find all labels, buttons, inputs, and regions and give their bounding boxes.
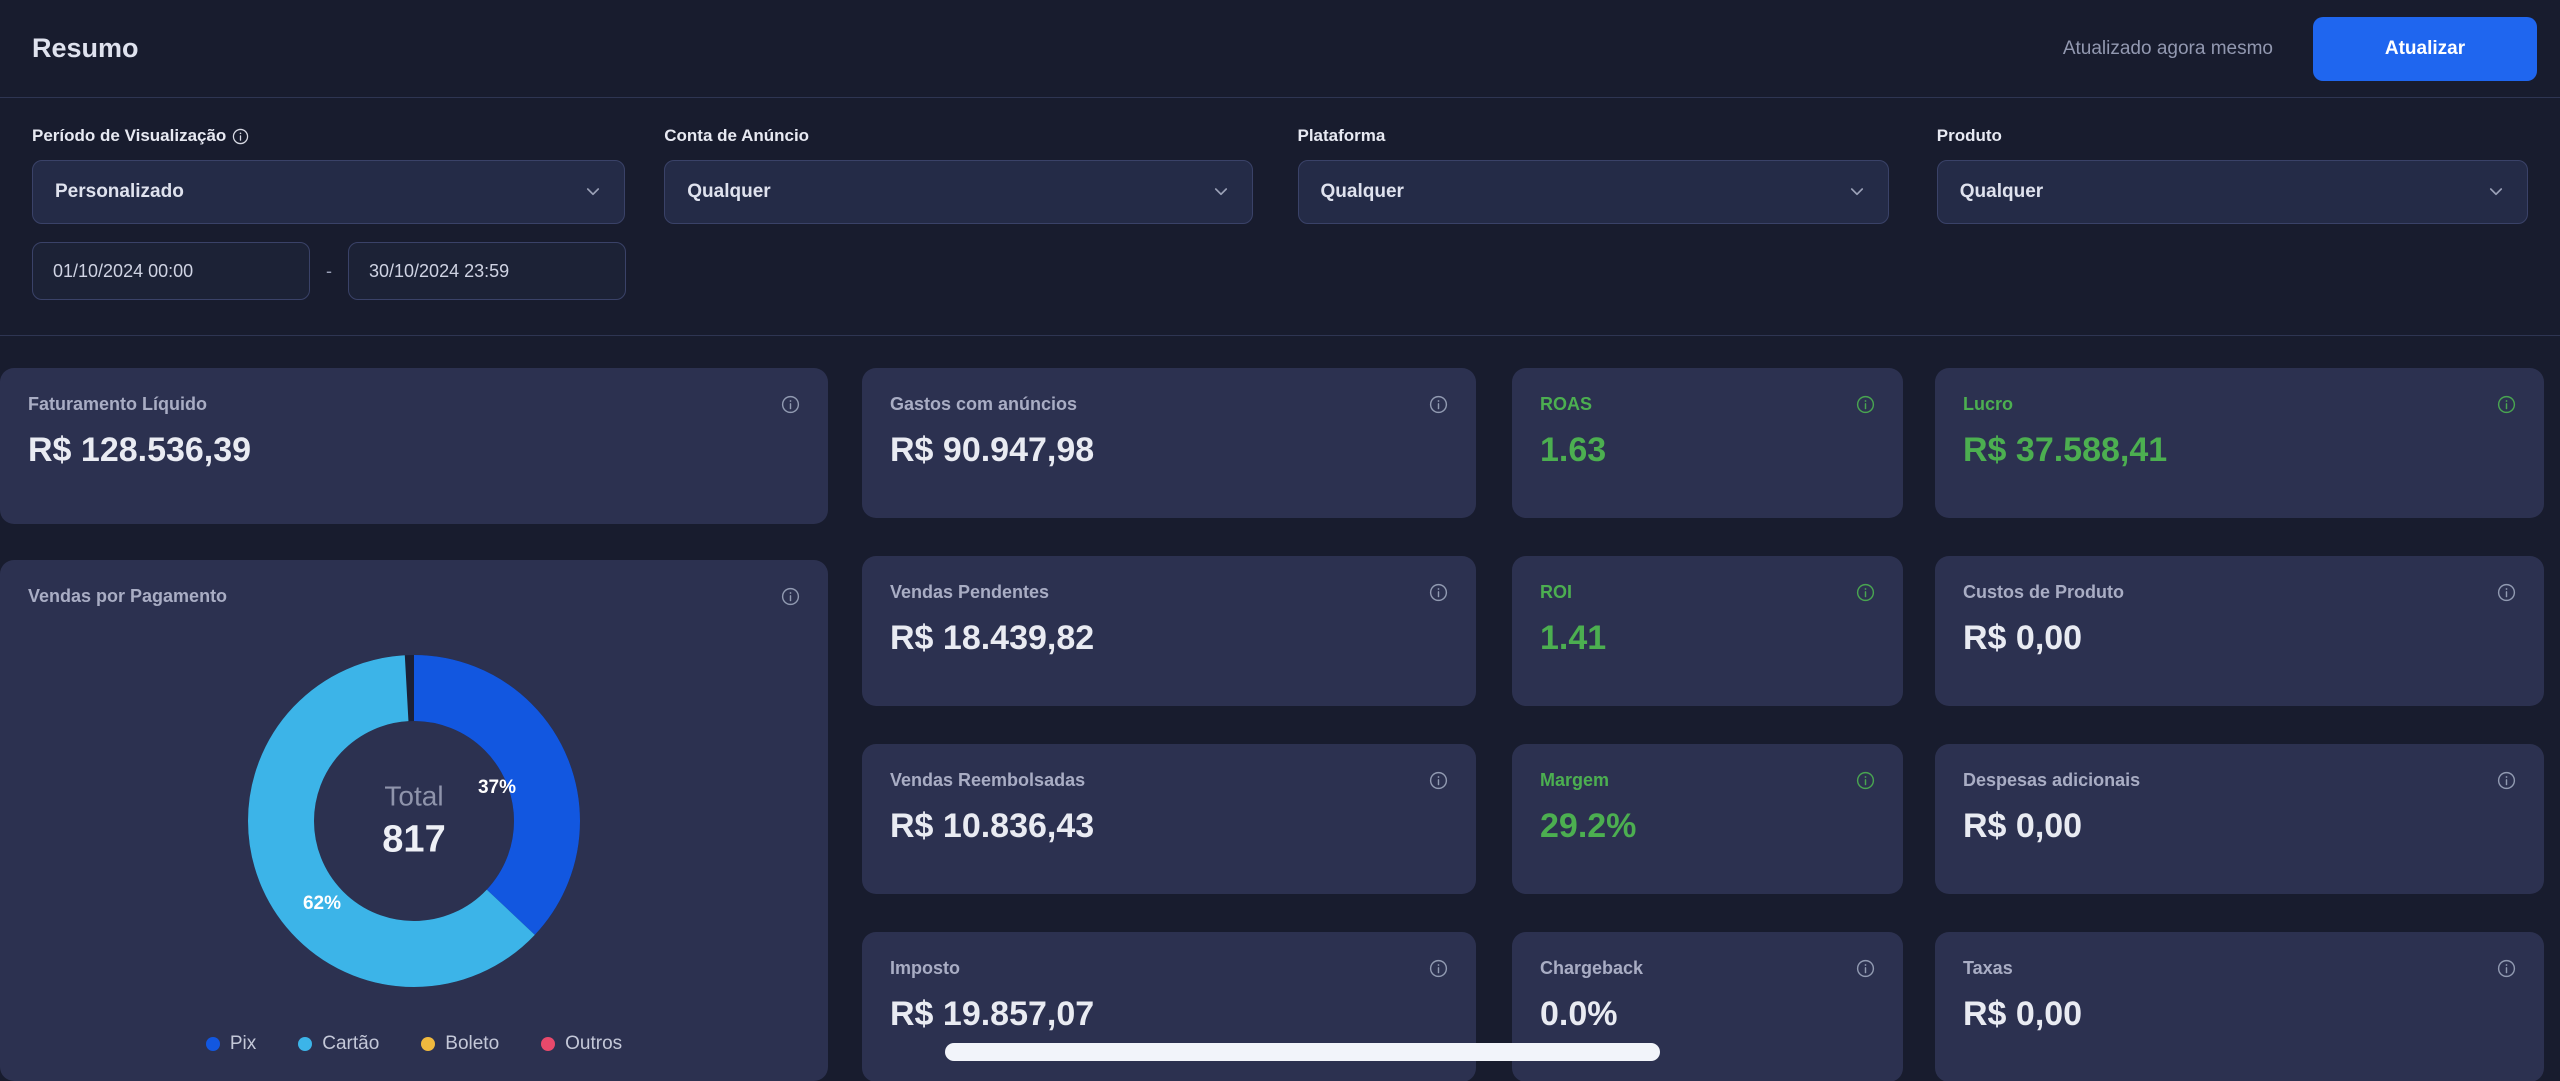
svg-text:37%: 37% (478, 777, 516, 798)
svg-text:62%: 62% (303, 893, 341, 914)
